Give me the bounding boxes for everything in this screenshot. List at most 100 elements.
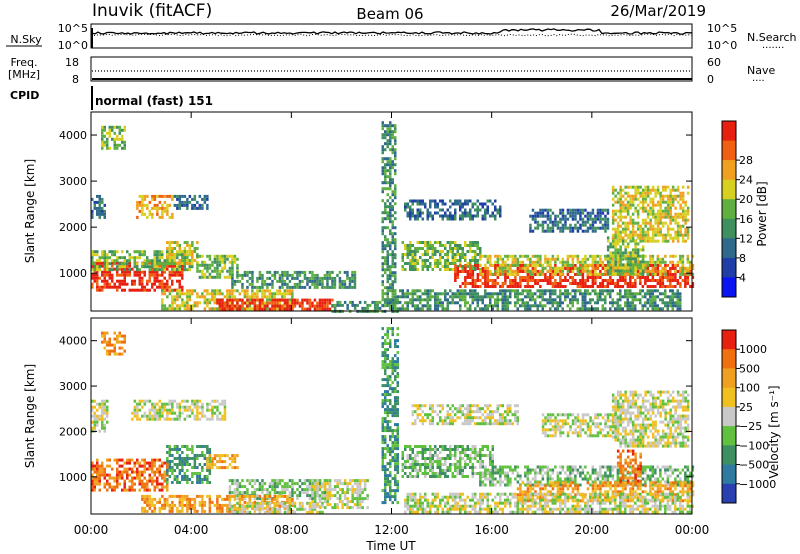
power-cell bbox=[108, 250, 111, 254]
power-cell bbox=[654, 307, 657, 311]
power-cell bbox=[326, 270, 329, 274]
power-cell bbox=[161, 270, 164, 274]
power-cell bbox=[551, 289, 554, 293]
power-cell bbox=[424, 289, 427, 293]
power-cell bbox=[516, 267, 520, 270]
power-cell bbox=[293, 282, 297, 286]
power-cell bbox=[191, 241, 194, 244]
power-cell bbox=[471, 289, 474, 293]
power-cell bbox=[626, 263, 630, 267]
power-cell bbox=[596, 254, 600, 258]
power-cell bbox=[626, 282, 630, 285]
power-cell bbox=[651, 260, 655, 264]
power-cell bbox=[203, 260, 207, 264]
power-cell bbox=[151, 270, 154, 274]
power-cell bbox=[629, 197, 632, 201]
power-cell bbox=[594, 269, 597, 273]
power-cell bbox=[586, 211, 590, 215]
power-cell bbox=[161, 298, 164, 302]
velocity-cell bbox=[176, 445, 179, 448]
power-cell bbox=[621, 221, 625, 225]
power-cell bbox=[581, 295, 584, 299]
power-cell bbox=[411, 301, 414, 305]
power-cell bbox=[168, 250, 172, 253]
power-cell bbox=[621, 203, 625, 207]
velocity-cell bbox=[153, 488, 156, 492]
power-cell bbox=[626, 245, 630, 249]
velocity-cell bbox=[186, 497, 189, 501]
power-cell bbox=[556, 307, 559, 311]
power-cell bbox=[666, 197, 670, 201]
power-cell bbox=[616, 260, 620, 264]
power-cell bbox=[121, 273, 124, 277]
power-cell bbox=[178, 262, 182, 265]
velocity-cell bbox=[173, 475, 177, 478]
velocity-cell bbox=[141, 473, 144, 477]
velocity-cell bbox=[138, 476, 141, 480]
power-cell bbox=[631, 298, 634, 302]
power-cell bbox=[494, 267, 497, 270]
velocity-cell bbox=[126, 461, 129, 465]
power-cell bbox=[151, 197, 154, 201]
power-cell bbox=[238, 292, 242, 296]
power-cell bbox=[188, 268, 191, 272]
power-cell bbox=[91, 273, 94, 277]
power-cell bbox=[183, 259, 187, 262]
velocity-cell bbox=[261, 482, 264, 486]
power-cell bbox=[494, 298, 497, 302]
power-cell bbox=[601, 289, 604, 293]
power-cell bbox=[158, 282, 161, 286]
power-cell bbox=[91, 262, 94, 266]
power-cell bbox=[213, 301, 217, 305]
power-cell bbox=[529, 257, 532, 261]
power-cell bbox=[228, 260, 232, 264]
power-cell bbox=[316, 285, 319, 289]
power-cell bbox=[396, 307, 399, 311]
power-cell bbox=[308, 301, 312, 305]
power-cell bbox=[646, 188, 650, 192]
power-cell bbox=[664, 221, 667, 225]
power-cell bbox=[101, 270, 104, 274]
power-cell bbox=[581, 211, 585, 215]
power-cell bbox=[559, 282, 562, 285]
power-cell bbox=[584, 295, 587, 299]
power-cell bbox=[218, 307, 222, 311]
power-cell bbox=[449, 301, 452, 305]
power-cell bbox=[479, 268, 482, 271]
velocity-cell bbox=[226, 454, 229, 458]
power-cell bbox=[476, 262, 479, 265]
power-cell bbox=[549, 214, 552, 218]
power-cell bbox=[261, 273, 264, 277]
power-cell bbox=[616, 215, 620, 219]
power-cell bbox=[389, 277, 392, 281]
power-cell bbox=[353, 276, 357, 280]
power-cell bbox=[123, 268, 126, 272]
power-cell bbox=[101, 273, 104, 277]
power-cell bbox=[669, 295, 672, 299]
power-cell bbox=[421, 259, 424, 262]
velocity-cell bbox=[221, 503, 224, 507]
power-cell bbox=[123, 262, 126, 266]
velocity-cell bbox=[151, 458, 154, 462]
velocity-cell bbox=[153, 503, 157, 507]
power-cell bbox=[464, 292, 467, 296]
power-cell bbox=[684, 273, 687, 276]
power-cell bbox=[599, 298, 602, 302]
velocity-cell bbox=[243, 494, 247, 498]
velocity-cell bbox=[198, 481, 202, 484]
power-cell bbox=[541, 304, 544, 308]
velocity-cell bbox=[178, 463, 182, 466]
power-cell bbox=[579, 292, 582, 296]
power-cell bbox=[489, 304, 492, 308]
power-cell bbox=[501, 269, 505, 273]
velocity-cell bbox=[206, 478, 209, 481]
power-cell bbox=[661, 307, 664, 311]
power-cell bbox=[381, 133, 384, 137]
power-cell bbox=[363, 306, 367, 310]
velocity-cell bbox=[238, 497, 242, 501]
power-cell bbox=[619, 230, 622, 234]
power-cell bbox=[629, 285, 632, 288]
velocity-cell bbox=[161, 464, 164, 468]
power-cell bbox=[386, 127, 389, 131]
power-cell bbox=[671, 215, 675, 219]
